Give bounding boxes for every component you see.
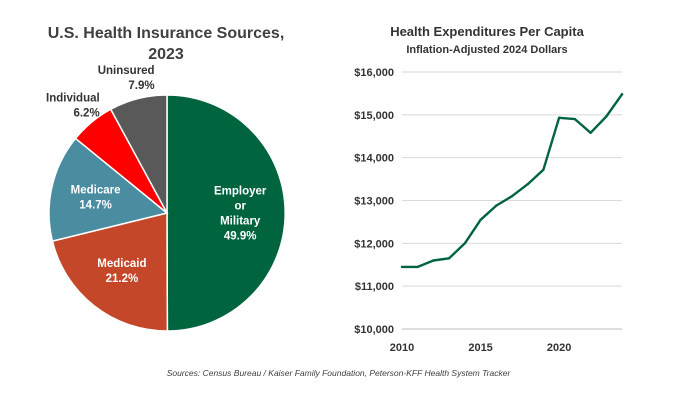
pie-slice-medicare [48, 137, 169, 243]
pie-title-line-2: 2023 [148, 46, 184, 63]
pie-label-medicaid-1: 21.2% [106, 273, 139, 285]
y-tick-label-12000: $12,000 [354, 238, 394, 250]
pie-slice-uninsured [109, 94, 168, 214]
data-point-2021 [573, 117, 577, 121]
pie-label-employer-or-military-1: or [234, 200, 246, 212]
x-tick-label-2015: 2015 [468, 342, 492, 354]
line-title: Health Expenditures Per Capita [390, 24, 584, 39]
data-point-2018 [526, 183, 529, 186]
x-tick-label-2020: 2020 [547, 342, 571, 354]
data-point-2010 [400, 265, 404, 269]
pie-label-individual-0: Individual [46, 93, 100, 105]
y-tick-label-15000: $15,000 [354, 110, 394, 122]
y-tick-label-14000: $14,000 [354, 153, 394, 165]
pie-label-uninsured-1: 7.9% [128, 80, 154, 92]
data-point-2023 [605, 115, 608, 118]
x-tick-label-2010: 2010 [390, 342, 414, 354]
pie-label-employer-or-military-2: Military [220, 215, 261, 227]
data-point-2011 [416, 265, 419, 269]
pie-title-line-1: U.S. Health Insurance Sources, [48, 25, 285, 42]
y-tick-label-13000: $13,000 [354, 196, 394, 208]
line-subtitle: Inflation-Adjusted 2024 Dollars [406, 44, 567, 56]
data-point-2014 [463, 242, 467, 245]
data-point-2016 [495, 204, 498, 207]
pie-label-employer-or-military-0: Employer [214, 185, 267, 197]
pie-slice-medicaid [51, 212, 169, 332]
source-note: Sources: Census Bureau / Kaiser Family F… [166, 368, 511, 378]
y-tick-label-10000: $10,000 [354, 324, 394, 336]
data-point-2013 [447, 257, 451, 260]
pie-label-medicare-0: Medicare [71, 184, 121, 196]
insurance-pie-chart: U.S. Health Insurance Sources, 2023 Empl… [46, 25, 286, 332]
pie-label-medicare-1: 14.7% [79, 199, 112, 211]
data-point-2017 [510, 195, 514, 198]
pie-label-employer-or-military-3: 49.9% [224, 230, 257, 242]
data-point-2022 [589, 131, 592, 134]
y-tick-label-16000: $16,000 [354, 67, 394, 79]
expenditures-line-chart: Health Expenditures Per Capita Inflation… [354, 24, 624, 354]
pie-label-uninsured-0: Uninsured [98, 65, 155, 77]
data-point-2019 [542, 168, 545, 171]
expenditure-series-line [400, 93, 624, 269]
data-point-2020 [557, 116, 561, 120]
data-point-2024 [620, 93, 624, 96]
y-tick-label-11000: $11,000 [355, 281, 394, 293]
data-point-2015 [479, 218, 482, 221]
pie-slice-employer-or-military [166, 94, 286, 332]
pie-label-individual-1: 6.2% [73, 108, 99, 120]
data-point-2012 [432, 259, 435, 262]
pie-label-medicaid-0: Medicaid [97, 258, 146, 270]
